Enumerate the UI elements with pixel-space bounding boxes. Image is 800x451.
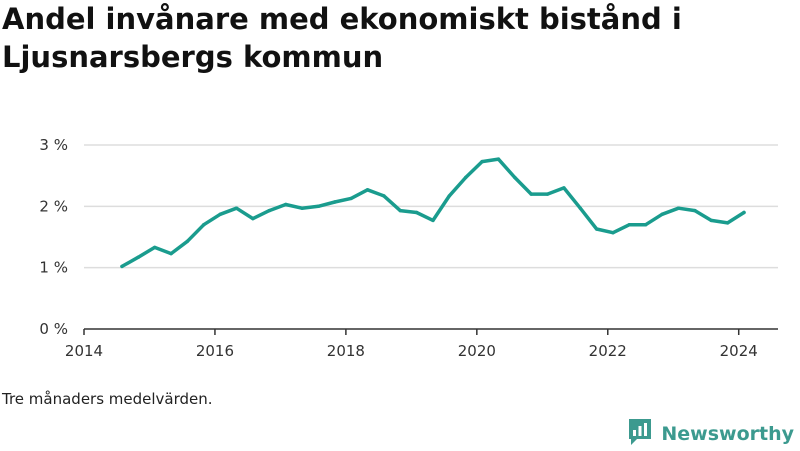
data-point: [349, 196, 353, 201]
data-point: [169, 251, 173, 256]
data-point: [660, 212, 664, 216]
gridlines: [84, 144, 778, 269]
data-point: [676, 206, 681, 210]
data-point: [414, 210, 419, 215]
data-point: [284, 202, 288, 207]
data-point: [153, 245, 157, 250]
data-point: [480, 159, 484, 164]
data-point: [709, 218, 713, 223]
data-point: [382, 194, 386, 198]
data-point: [267, 208, 271, 213]
data-point: [545, 192, 550, 196]
data-point: [562, 186, 566, 190]
y-tick-label: 1 %: [39, 259, 68, 277]
data-point: [529, 192, 533, 196]
y-tick-label: 0 %: [39, 320, 68, 338]
data-point: [496, 157, 501, 161]
data-point: [218, 212, 222, 216]
x-tick-label: 2018: [327, 342, 365, 360]
brand-logo: Newsworthy: [627, 419, 794, 449]
data-point: [578, 206, 582, 210]
series-layer: [120, 157, 746, 269]
x-tick-label: 2020: [458, 342, 496, 360]
footnote: Tre månaders medelvärden.: [2, 390, 213, 408]
data-point: [316, 204, 321, 208]
x-tick-label: 2022: [589, 342, 627, 360]
data-point: [185, 239, 190, 243]
data-point: [513, 175, 517, 180]
data-point: [300, 206, 304, 210]
data-point: [644, 223, 648, 227]
data-point: [202, 223, 206, 227]
data-point: [398, 208, 402, 213]
y-axis: 0 % 1 % 2 % 3 %: [39, 136, 68, 338]
series-line: [120, 157, 746, 269]
y-tick-label: 2 %: [39, 197, 68, 215]
data-point: [742, 210, 746, 215]
x-tick-label: 2014: [65, 342, 103, 360]
data-point: [594, 227, 599, 231]
data-point: [120, 264, 124, 269]
brand-name: Newsworthy: [661, 423, 794, 445]
data-point: [333, 200, 337, 204]
data-point: [693, 208, 697, 213]
x-axis: 2014 2016 2018 2020 2022 2024: [65, 328, 778, 360]
y-tick-label: 3 %: [39, 136, 68, 154]
x-tick-label: 2024: [720, 342, 758, 360]
newsworthy-logo-icon: [627, 417, 653, 451]
data-point: [447, 194, 451, 198]
data-point: [627, 223, 632, 227]
x-tick-label: 2016: [196, 342, 234, 360]
data-point: [365, 188, 370, 192]
data-point: [611, 231, 615, 235]
data-point: [725, 221, 730, 225]
line-chart: 0 % 1 % 2 % 3 % 2014 2016 2018 2020 2022 2024: [39, 136, 778, 360]
data-point: [251, 216, 255, 221]
data-point: [234, 206, 239, 210]
data-point: [136, 255, 140, 259]
data-point: [464, 175, 468, 180]
chart-title: Andel invånare med ekonomiskt bistånd i …: [2, 2, 682, 74]
data-point: [431, 218, 435, 223]
